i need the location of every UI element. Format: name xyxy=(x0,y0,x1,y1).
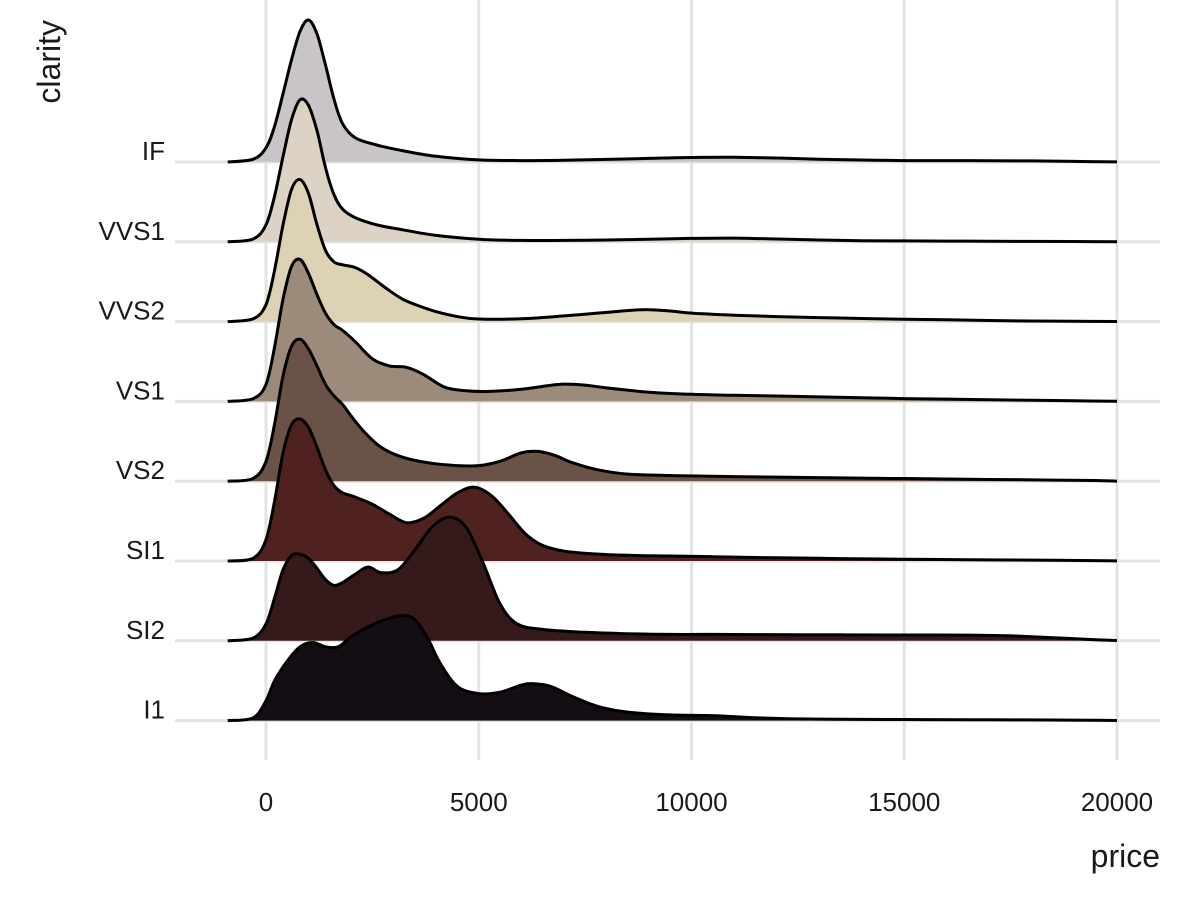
ridge-line-if xyxy=(227,18,1118,164)
ridge-line-si2 xyxy=(227,515,1118,643)
y-tick-label: VS1 xyxy=(116,375,165,405)
ridge-fill-vvs2 xyxy=(227,179,1117,322)
x-tick-label: 15000 xyxy=(868,787,940,817)
ridge-fill-i1 xyxy=(227,615,1117,721)
ridge-line-i1 xyxy=(227,614,1118,723)
y-tick-label: SI2 xyxy=(126,615,165,645)
x-tick-labels: 0 5000 10000 15000 20000 xyxy=(259,787,1153,817)
ridge-line-vs1 xyxy=(227,257,1118,403)
x-tick-label: 10000 xyxy=(655,787,727,817)
y-tick-label: VVS2 xyxy=(99,296,166,326)
ridge-line-vs2 xyxy=(227,337,1118,483)
y-tick-labels: IF VVS1 VVS2 VS1 VS2 SI1 SI2 I1 xyxy=(99,136,166,725)
x-axis-label: price xyxy=(1091,838,1160,874)
ridge-series xyxy=(227,18,1118,723)
y-tick-label: I1 xyxy=(143,695,165,725)
y-tick-label: IF xyxy=(142,136,165,166)
x-tick-label: 20000 xyxy=(1081,787,1153,817)
y-axis-label: clarity xyxy=(31,20,67,104)
x-tick-label: 0 xyxy=(259,787,273,817)
ridge-line-vvs2 xyxy=(227,178,1118,324)
y-tick-label: VS2 xyxy=(116,455,165,485)
ridge-fill-si2 xyxy=(227,517,1117,641)
y-tick-label: SI1 xyxy=(126,535,165,565)
y-tick-label: VVS1 xyxy=(99,216,166,246)
x-tick-label: 5000 xyxy=(450,787,508,817)
ridge-line-vvs1 xyxy=(227,97,1118,244)
ridge-line-si1 xyxy=(227,417,1118,563)
